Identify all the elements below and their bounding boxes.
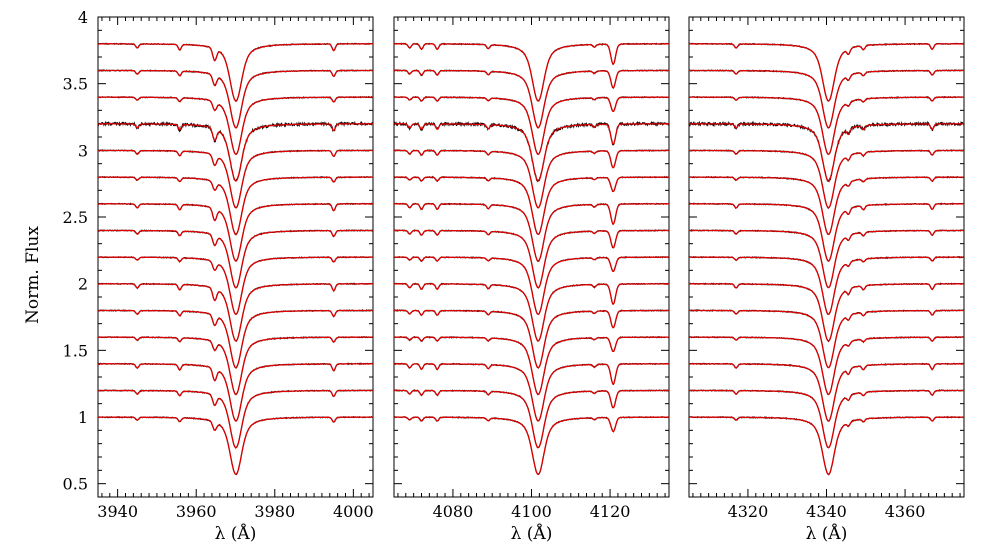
model-spectrum [97, 69, 373, 129]
x-tick-label: 3960 [176, 502, 217, 521]
model-spectrum [97, 203, 373, 262]
model-spectrum [394, 283, 669, 342]
observed-spectrum [97, 415, 374, 476]
model-spectrum [689, 43, 964, 102]
model-spectrum [97, 336, 373, 396]
y-tick-label: 2.5 [63, 208, 88, 227]
model-spectrum [97, 309, 373, 369]
model-spectrum [394, 176, 669, 235]
y-tick-label: 2 [78, 275, 88, 294]
x-axis-label: λ (Å) [806, 523, 848, 544]
model-spectrum [394, 123, 669, 182]
model-spectrum [689, 69, 964, 129]
x-tick-label: 3940 [97, 502, 138, 521]
model-spectrum [689, 203, 964, 262]
observed-spectrum [688, 42, 965, 102]
model-spectrum [689, 389, 964, 449]
model-spectrum [689, 283, 964, 342]
panel-right: 4320 4340 4360 λ (Å) [688, 16, 965, 544]
model-spectrum [689, 123, 964, 182]
x-tick-label: 4100 [511, 502, 552, 521]
model-spectrum [394, 229, 669, 289]
x-tick-label: 4080 [433, 502, 474, 521]
x-axis-label: λ (Å) [215, 523, 257, 544]
model-spectrum [97, 389, 373, 449]
panel-left: 3940 3960 3980 4000 0.5 1 1.5 2 2.5 3 3.5 4 λ (Å) [63, 8, 374, 544]
model-spectrum [97, 149, 373, 209]
panel-middle: 4080 4100 4120 λ (Å) [393, 16, 670, 544]
x-tick-label: 4340 [806, 502, 847, 521]
model-spectrum [394, 336, 669, 395]
y-tick-label: 3 [78, 141, 88, 160]
y-tick-label: 4 [78, 8, 88, 27]
model-spectrum [97, 176, 373, 236]
model-spectrum [97, 123, 373, 182]
x-axis-label: λ (Å) [511, 523, 553, 544]
model-spectrum [394, 96, 669, 155]
model-spectrum [97, 416, 373, 476]
model-spectrum [689, 176, 964, 236]
model-spectrum [689, 309, 964, 369]
model-spectrum [689, 256, 964, 316]
y-tick-label: 1 [78, 408, 88, 427]
model-spectrum [689, 416, 964, 476]
model-spectrum [394, 309, 669, 369]
model-spectrum [689, 363, 964, 422]
model-spectrum [689, 336, 964, 396]
model-spectrum [689, 229, 964, 289]
model-spectrum [97, 43, 373, 102]
model-spectrum [97, 96, 373, 156]
model-spectrum [394, 43, 669, 102]
model-spectrum [97, 283, 373, 342]
model-spectrum [394, 149, 669, 209]
model-spectrum [689, 96, 964, 156]
model-spectrum [689, 149, 964, 209]
x-tick-label: 3980 [254, 502, 295, 521]
x-tick-label: 4360 [885, 502, 926, 521]
model-spectrum [394, 416, 669, 475]
model-spectrum [394, 389, 669, 449]
model-spectrum [394, 69, 669, 129]
x-tick-label: 4120 [590, 502, 631, 521]
x-tick-label: 4320 [728, 502, 769, 521]
model-spectrum [97, 256, 373, 316]
model-spectrum [394, 363, 669, 422]
plot-frame [97, 16, 374, 498]
y-tick-label: 0.5 [63, 475, 88, 494]
y-tick-label: 3.5 [63, 75, 88, 94]
x-tick-label: 4000 [333, 502, 374, 521]
y-axis-label: Norm. Flux [23, 226, 43, 324]
y-tick-label: 1.5 [63, 341, 88, 360]
model-spectrum [97, 229, 373, 289]
model-spectrum [394, 256, 669, 315]
model-spectrum [394, 203, 669, 262]
model-spectrum [97, 363, 373, 422]
